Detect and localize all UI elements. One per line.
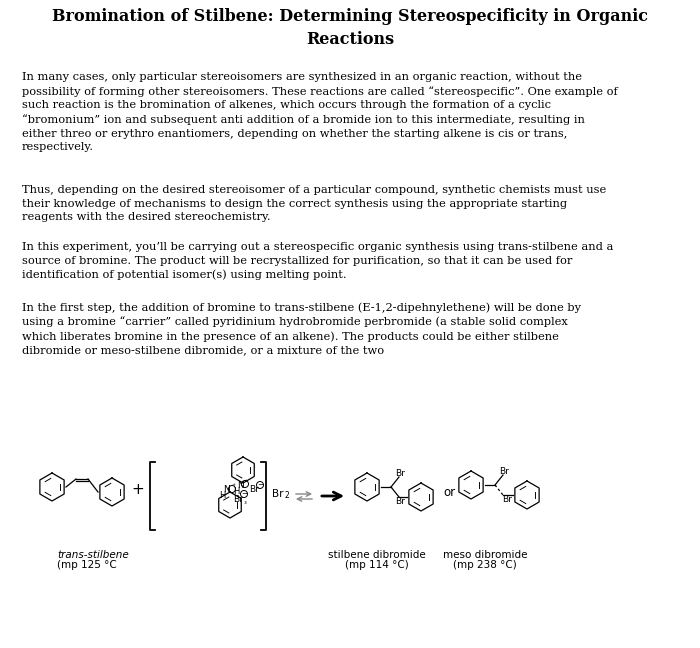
Text: ⁺: ⁺ xyxy=(231,483,235,491)
Text: Br: Br xyxy=(395,496,405,505)
Text: Br: Br xyxy=(233,494,243,503)
Text: N: N xyxy=(223,485,230,494)
Text: H: H xyxy=(233,487,239,496)
Text: meso dibromide: meso dibromide xyxy=(442,550,527,560)
Text: Br: Br xyxy=(249,485,259,494)
Text: trans-stilbene: trans-stilbene xyxy=(57,550,129,560)
Text: Bromination of Stilbene: Determining Stereospecificity in Organic
Reactions: Bromination of Stilbene: Determining Ste… xyxy=(52,8,648,49)
Text: Br: Br xyxy=(499,467,509,476)
Text: or: or xyxy=(443,485,455,498)
Text: stilbene dibromide: stilbene dibromide xyxy=(328,550,426,560)
Text: Br: Br xyxy=(502,494,512,503)
Text: N: N xyxy=(237,481,244,489)
Text: ₃: ₃ xyxy=(244,499,246,505)
Text: In this experiment, you’ll be carrying out a stereospecific organic synthesis us: In this experiment, you’ll be carrying o… xyxy=(22,242,613,280)
Text: In the first step, the addition of bromine to trans-stilbene (E-1,2-dipehnylethe: In the first step, the addition of bromi… xyxy=(22,302,581,355)
Text: (mp 125 °C: (mp 125 °C xyxy=(57,560,117,570)
Text: (mp 238 °C): (mp 238 °C) xyxy=(453,560,517,570)
Text: −: − xyxy=(241,491,247,497)
Text: (mp 114 °C): (mp 114 °C) xyxy=(345,560,409,570)
Text: Br: Br xyxy=(272,489,284,499)
Text: H: H xyxy=(219,491,225,500)
Text: ⁺: ⁺ xyxy=(244,478,248,487)
Text: Thus, depending on the desired stereoisomer of a particular compound, synthetic : Thus, depending on the desired stereoiso… xyxy=(22,185,606,222)
Text: 2: 2 xyxy=(285,491,289,500)
Text: −: − xyxy=(257,482,263,488)
Text: In many cases, only particular stereoisomers are synthesized in an organic react: In many cases, only particular stereoiso… xyxy=(22,72,617,152)
Text: +: + xyxy=(132,482,144,497)
Text: Br: Br xyxy=(395,469,405,478)
